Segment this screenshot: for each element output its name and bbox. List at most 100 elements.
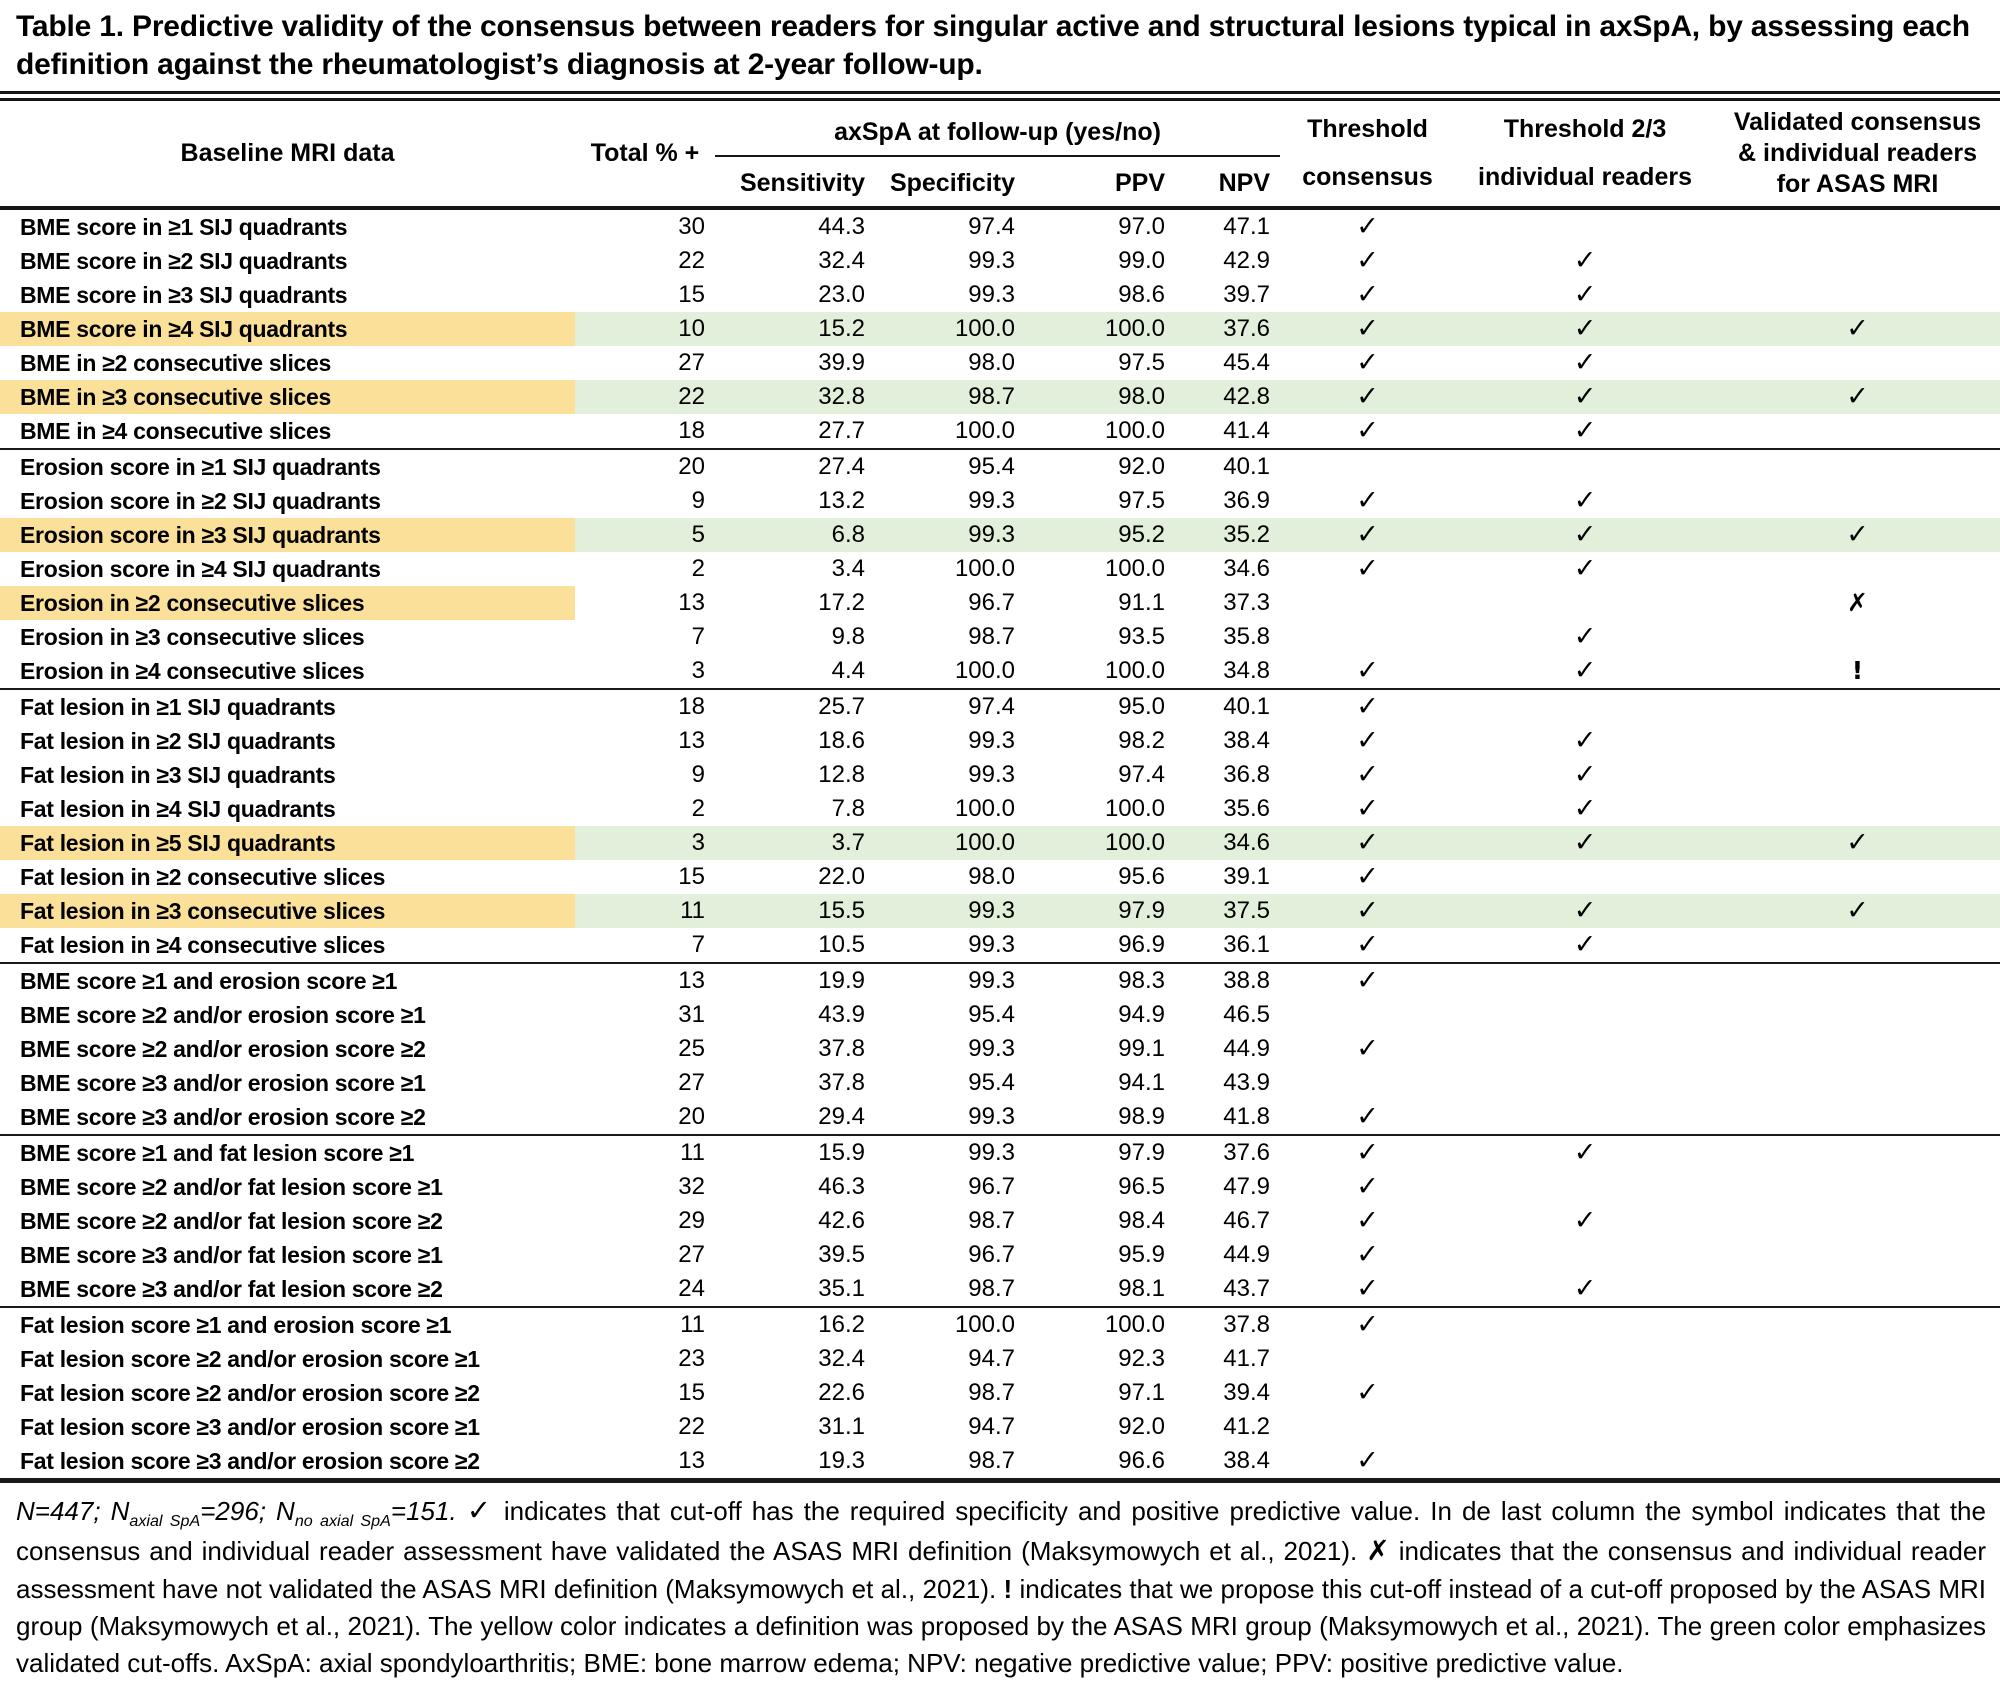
table-row: BME score ≥1 and erosion score ≥1 13 19.9 9… bbox=[0, 962, 2000, 999]
table-row: Fat lesion in ≥3 SIJ quadrants 9 12.8 99.3 9… bbox=[0, 758, 2000, 792]
header-baseline-mri-data: Baseline MRI data bbox=[180, 139, 395, 168]
threshold-23-check-icon: ✓ bbox=[1573, 1273, 1597, 1305]
sensitivity-value: 37.8 bbox=[818, 1035, 865, 1063]
row-label: Fat lesion in ≥4 SIJ quadrants bbox=[20, 796, 336, 823]
threshold-consensus-check-icon bbox=[1280, 586, 1455, 620]
sensitivity-value: 39.9 bbox=[818, 349, 865, 377]
ppv-value: 97.0 bbox=[1118, 213, 1165, 241]
specificity-value: 99.3 bbox=[968, 931, 1015, 959]
threshold-23-check-icon bbox=[1455, 688, 1715, 725]
threshold-consensus-check-icon bbox=[1280, 998, 1455, 1032]
validated-none-icon bbox=[1715, 448, 2000, 485]
sensitivity-value: 42.6 bbox=[818, 1207, 865, 1235]
ppv-value: 97.9 bbox=[1025, 894, 1175, 929]
npv-value: 41.8 bbox=[1223, 1103, 1270, 1131]
total-percent-value: 13 bbox=[678, 727, 705, 755]
ppv-value: 100.0 bbox=[1104, 417, 1165, 445]
npv-value: 37.8 bbox=[1175, 1306, 1280, 1343]
table-row: BME score ≥3 and/or fat lesion score ≥1 2… bbox=[0, 1238, 2000, 1272]
specificity-value: 100.0 bbox=[954, 555, 1015, 583]
sensitivity-value: 35.1 bbox=[818, 1275, 865, 1303]
total-percent-value: 7 bbox=[691, 623, 705, 651]
ppv-value: 98.3 bbox=[1025, 962, 1175, 999]
total-percent-value: 18 bbox=[575, 688, 715, 725]
total-percent-value: 22 bbox=[678, 1413, 705, 1441]
npv-value: 47.1 bbox=[1223, 213, 1270, 241]
sensitivity-value: 46.3 bbox=[818, 1173, 865, 1201]
table-row: Fat lesion score ≥3 and/or erosion score… bbox=[0, 1410, 2000, 1444]
row-label: Erosion score in ≥3 SIJ quadrants bbox=[0, 518, 575, 553]
total-percent-value: 20 bbox=[575, 448, 715, 485]
specificity-value: 99.3 bbox=[968, 281, 1015, 309]
threshold-23-check-icon: ✓ bbox=[1573, 415, 1597, 447]
ppv-value: 98.0 bbox=[1025, 380, 1175, 415]
row-label: BME score in ≥1 SIJ quadrants bbox=[20, 214, 348, 241]
specificity-value: 99.3 bbox=[875, 962, 1025, 999]
table-row: BME score in ≥4 SIJ quadrants 10 15.2 100.0… bbox=[0, 312, 2000, 347]
table-row: BME score ≥1 and fat lesion score ≥1 11 15… bbox=[0, 1134, 2000, 1171]
sensitivity-value: 15.5 bbox=[715, 894, 875, 929]
header-threshold-23-individual-readers: Threshold 2/3 individual readers bbox=[1478, 115, 1692, 191]
row-label: BME score in ≥3 SIJ quadrants bbox=[20, 282, 348, 309]
row-label: Erosion score in ≥1 SIJ quadrants bbox=[0, 448, 575, 485]
row-label: BME score ≥2 and/or fat lesion score ≥2 bbox=[20, 1208, 443, 1235]
npv-value: 37.5 bbox=[1175, 894, 1280, 929]
npv-value: 36.8 bbox=[1223, 761, 1270, 789]
npv-value: 41.7 bbox=[1223, 1345, 1270, 1373]
row-label: Fat lesion in ≥5 SIJ quadrants bbox=[0, 826, 575, 861]
total-percent-value: 22 bbox=[678, 247, 705, 275]
footnote-segment-check-meaning: indicates that cut-off has the required … bbox=[16, 1496, 1986, 1567]
ppv-value: 98.2 bbox=[1118, 727, 1165, 755]
threshold-23-check-icon: ✓ bbox=[1455, 1134, 1715, 1171]
ppv-value: 95.9 bbox=[1118, 1241, 1165, 1269]
row-label: BME score ≥2 and/or erosion score ≥1 bbox=[20, 1002, 426, 1029]
total-percent-value: 15 bbox=[678, 863, 705, 891]
validated-none-icon bbox=[1715, 1376, 2000, 1410]
threshold-23-check-icon bbox=[1455, 1066, 1715, 1100]
threshold-consensus-check-icon: ✓ bbox=[1280, 826, 1455, 861]
row-label: Erosion in ≥3 consecutive slices bbox=[20, 624, 365, 651]
threshold-23-check-icon: ✓ bbox=[1455, 894, 1715, 929]
threshold-23-check-icon: ✓ bbox=[1573, 553, 1597, 585]
specificity-value: 98.7 bbox=[968, 1207, 1015, 1235]
specificity-value: 98.7 bbox=[968, 1447, 1015, 1475]
npv-value: 41.2 bbox=[1223, 1413, 1270, 1441]
footnote-segment-bang-and-colors: indicates that we propose this cut-off i… bbox=[16, 1573, 1986, 1678]
ppv-value: 99.0 bbox=[1118, 247, 1165, 275]
ppv-value: 96.5 bbox=[1118, 1173, 1165, 1201]
threshold-consensus-check-icon: ✓ bbox=[1356, 861, 1379, 893]
validated-none-icon bbox=[1715, 244, 2000, 278]
sensitivity-value: 15.2 bbox=[715, 312, 875, 347]
total-percent-value: 27 bbox=[678, 349, 705, 377]
sensitivity-value: 44.3 bbox=[818, 213, 865, 241]
npv-value: 36.9 bbox=[1223, 487, 1270, 515]
validated-none-icon bbox=[1715, 1272, 2000, 1307]
npv-value: 34.8 bbox=[1223, 657, 1270, 685]
row-label: Fat lesion in ≥3 consecutive slices bbox=[0, 894, 575, 929]
specificity-value: 95.4 bbox=[968, 1069, 1015, 1097]
threshold-23-check-icon: ✓ bbox=[1455, 518, 1715, 553]
validated-none-icon bbox=[1715, 1170, 2000, 1204]
ppv-value: 94.1 bbox=[1118, 1069, 1165, 1097]
table-row: BME score ≥3 and/or erosion score ≥2 20 29… bbox=[0, 1100, 2000, 1135]
threshold-consensus-check-icon: ✓ bbox=[1356, 655, 1379, 687]
ppv-value: 100.0 bbox=[1104, 795, 1165, 823]
threshold-consensus-check-icon: ✓ bbox=[1356, 1273, 1379, 1305]
sensitivity-value: 4.4 bbox=[831, 657, 865, 685]
total-percent-value: 2 bbox=[691, 795, 705, 823]
total-percent-value: 3 bbox=[575, 826, 715, 861]
table-row: Erosion in ≥3 consecutive slices 7 9.8 98.7… bbox=[0, 620, 2000, 654]
threshold-consensus-check-icon: ✓ bbox=[1356, 1445, 1379, 1477]
specificity-value: 99.3 bbox=[968, 1035, 1015, 1063]
total-percent-value: 9 bbox=[691, 761, 705, 789]
row-label: Fat lesion score ≥2 and/or erosion score… bbox=[20, 1380, 480, 1407]
ppv-value: 92.0 bbox=[1025, 448, 1175, 485]
specificity-value: 100.0 bbox=[954, 417, 1015, 445]
header-total-percent-positive: Total % + bbox=[590, 139, 700, 168]
sensitivity-value: 27.4 bbox=[715, 448, 875, 485]
table-row: Fat lesion in ≥2 SIJ quadrants 13 18.6 99.3… bbox=[0, 724, 2000, 758]
ppv-value: 95.6 bbox=[1118, 863, 1165, 891]
ppv-value: 91.1 bbox=[1118, 589, 1165, 617]
sensitivity-value: 32.4 bbox=[818, 1345, 865, 1373]
threshold-23-check-icon: ✓ bbox=[1573, 485, 1597, 517]
